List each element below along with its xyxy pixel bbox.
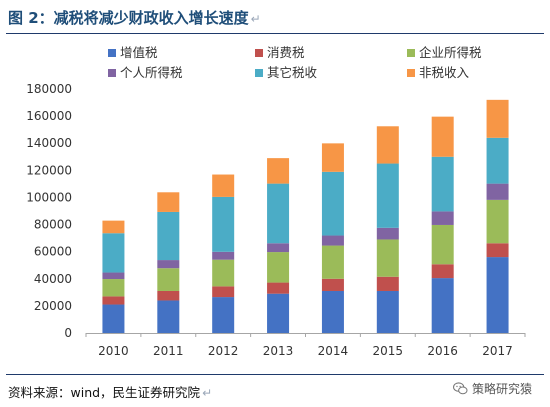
y-tick-label: 60000 (34, 245, 72, 259)
bar-segment-2010-5 (102, 233, 125, 273)
bar-segment-2017-2 (486, 243, 509, 258)
legend-label-2: 消费税 (267, 45, 305, 60)
bar-segment-2016-1 (431, 278, 454, 333)
bar-segment-2016-5 (431, 156, 454, 212)
bar-segment-2017-4 (486, 183, 509, 200)
watermark: 策略研究猿 (453, 380, 532, 397)
bar-segment-2014-6 (321, 143, 344, 172)
bar-segment-2011-5 (157, 211, 180, 261)
watermark-text: 策略研究猿 (471, 382, 532, 396)
x-tick-label-2013: 2013 (263, 344, 294, 358)
bar-segment-2015-5 (376, 163, 399, 228)
legend-label-5: 其它税收 (267, 65, 318, 80)
bar-segment-2012-4 (212, 251, 235, 260)
bar-segment-2011-6 (157, 192, 180, 212)
bar-segment-2016-4 (431, 211, 454, 225)
bar-segment-2015-1 (376, 290, 399, 333)
bar-segment-2012-2 (212, 286, 235, 298)
x-tick-label-2011: 2011 (153, 344, 184, 358)
top-rule (6, 33, 544, 34)
figure-title-text: 图 2：减税将减少财政收入增长速度 (8, 9, 249, 27)
source-note: 资料来源：wind，民生证券研究院 ↵ (8, 382, 212, 401)
bar-segment-2013-5 (267, 183, 290, 244)
x-tick-label-2017: 2017 (482, 344, 513, 358)
bar-segment-2017-3 (486, 199, 509, 244)
bar-segment-2010-4 (102, 272, 125, 280)
bottom-rule (6, 374, 544, 375)
bar-segment-2017-1 (486, 257, 509, 333)
bar-segment-2010-2 (102, 296, 125, 305)
legend-swatch-4 (108, 69, 116, 77)
bar-segment-2013-1 (267, 293, 290, 333)
bar-segment-2015-2 (376, 276, 399, 291)
x-tick-label-2012: 2012 (208, 344, 239, 358)
bar-segment-2013-4 (267, 243, 290, 253)
legend-label-3: 企业所得税 (419, 45, 482, 60)
bar-segment-2013-2 (267, 282, 290, 294)
bar-segment-2012-1 (212, 297, 235, 333)
legend-label-4: 个人所得税 (120, 65, 183, 80)
legend-swatch-3 (407, 49, 415, 57)
bar-segment-2010-3 (102, 279, 125, 297)
bar-segment-2015-6 (376, 126, 399, 164)
y-tick-label: 0 (64, 326, 72, 340)
x-tick-label-2016: 2016 (427, 344, 458, 358)
legend-swatch-6 (407, 69, 415, 77)
title-bar: 图 2：减税将减少财政收入增长速度 ↵ (0, 0, 550, 34)
bar-segment-2017-6 (486, 99, 509, 138)
bar-segment-2013-3 (267, 252, 290, 283)
bar-segment-2011-2 (157, 290, 180, 301)
y-tick-label: 20000 (34, 299, 72, 313)
bar-segment-2015-3 (376, 239, 399, 277)
y-tick-label: 140000 (26, 136, 72, 150)
legend-swatch-2 (255, 49, 263, 57)
bar-segment-2013-6 (267, 158, 290, 184)
y-tick-label: 180000 (26, 82, 72, 96)
legend-swatch-1 (108, 49, 116, 57)
bar-segment-2011-1 (157, 300, 180, 333)
figure-title: 图 2：减税将减少财政收入增长速度 ↵ (8, 7, 261, 28)
source-text: 资料来源：wind，民生证券研究院 (8, 385, 201, 400)
y-tick-label: 160000 (26, 109, 72, 123)
x-tick-label-2010: 2010 (98, 344, 129, 358)
x-tick-label-2014: 2014 (318, 344, 349, 358)
bar-segment-2014-1 (321, 290, 344, 333)
legend-swatch-5 (255, 69, 263, 77)
y-tick-label: 120000 (26, 163, 72, 177)
legend-label-1: 增值税 (120, 45, 158, 60)
legend-label-6: 非税收入 (419, 65, 470, 80)
bar-segment-2016-3 (431, 224, 454, 265)
wechat-icon (453, 382, 468, 395)
bar-segment-2014-2 (321, 278, 344, 291)
y-tick-label: 40000 (34, 272, 72, 286)
y-tick-label: 100000 (26, 190, 72, 204)
bar-segment-2012-3 (212, 259, 235, 287)
bar-segment-2016-6 (431, 116, 454, 157)
bar-segment-2012-6 (212, 174, 235, 197)
bar-segment-2011-3 (157, 268, 180, 291)
bar-segment-2016-2 (431, 264, 454, 279)
x-tick-label-2015: 2015 (373, 344, 404, 358)
bar-segment-2010-1 (102, 304, 125, 333)
bar-segment-2014-3 (321, 245, 344, 279)
bar-segment-2015-4 (376, 227, 399, 240)
bar-segment-2014-4 (321, 235, 344, 246)
paragraph-mark-icon: ↵ (202, 386, 213, 400)
y-tick-label: 80000 (34, 218, 72, 232)
bar-segment-2012-5 (212, 196, 235, 252)
bar-segment-2011-4 (157, 260, 180, 269)
paragraph-mark-icon: ↵ (250, 12, 261, 26)
bar-segment-2017-5 (486, 137, 509, 184)
bar-segment-2014-5 (321, 171, 344, 236)
bar-segment-2010-6 (102, 220, 125, 234)
